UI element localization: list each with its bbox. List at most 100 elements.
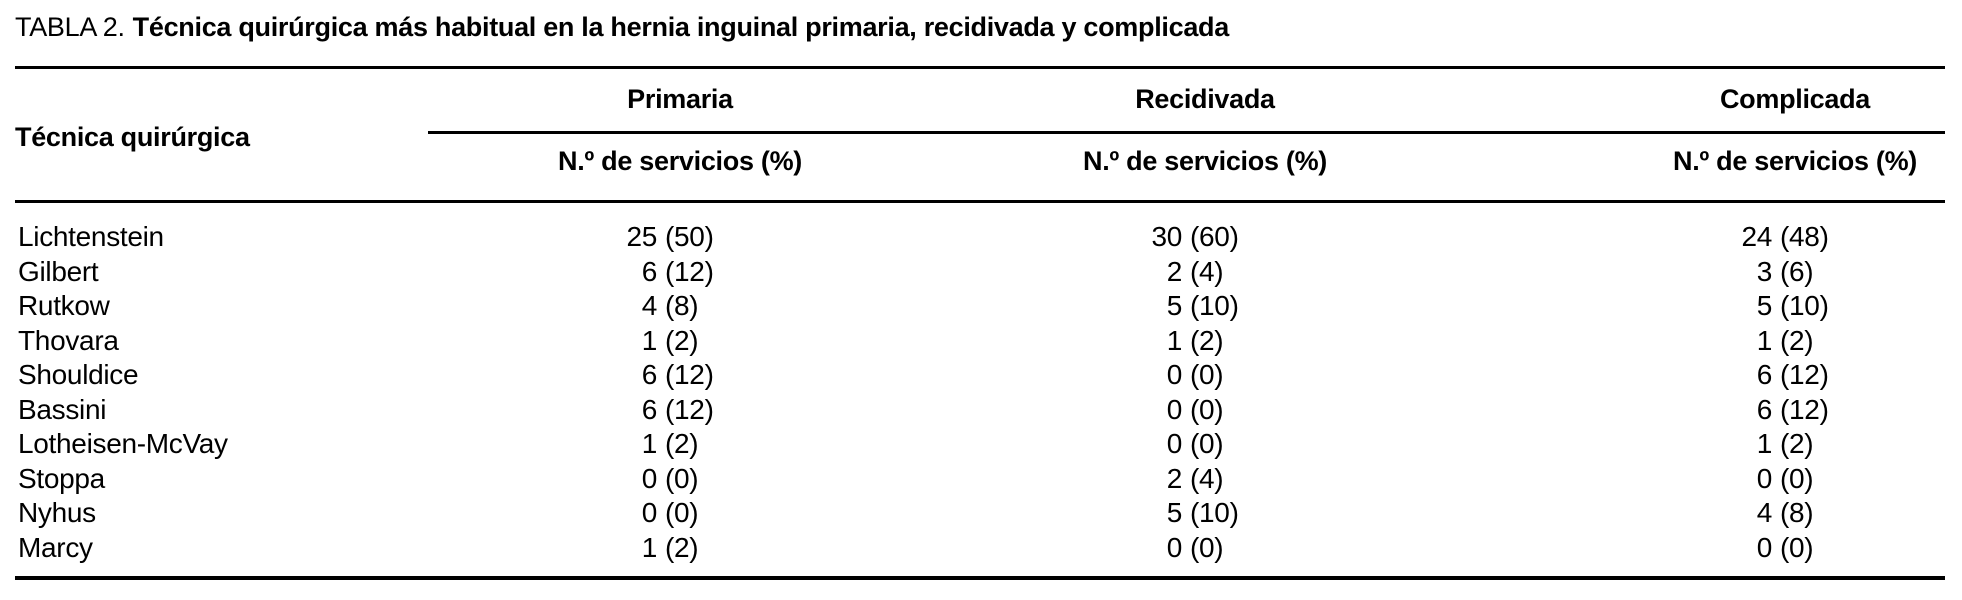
bottom-horizontal-rule (15, 576, 1945, 580)
complicada-value: 24 (48) (1645, 220, 1945, 255)
technique-name: Bassini (18, 393, 107, 425)
technique-name: Rutkow (18, 290, 110, 321)
percent-value: (10) (1190, 497, 1239, 528)
table-row: Nyhus 0 (0) 5 (10) 4 (8) (0, 496, 1962, 531)
count-value: 1 (1756, 324, 1773, 356)
table-row: Lichtenstein 25 (50) 30 (60) 24 (48) (0, 220, 1962, 255)
count-value: 0 (1756, 462, 1773, 494)
count-value: 1 (641, 324, 658, 356)
count-value: 6 (641, 359, 658, 390)
complicada-value: 0 (0) (1645, 531, 1945, 566)
table-row: Stoppa 0 (0) 2 (4) 0 (0) (0, 462, 1962, 497)
table-row: Marcy 1 (2) 0 (0) 0 (0) (0, 531, 1962, 566)
table-row: Bassini 6 (12) 0 (0) 6 (12) (0, 393, 1962, 428)
percent-value: (12) (665, 359, 714, 390)
table-caption: TABLA 2. Técnica quirúrgica más habitual … (15, 12, 1229, 43)
percent-value: (0) (1190, 531, 1224, 563)
primaria-value: 0 (0) (420, 496, 940, 531)
technique-name: Stoppa (18, 462, 105, 494)
table-row: Shouldice 6 (12) 0 (0) 6 (12) (0, 358, 1962, 393)
technique-name: Shouldice (18, 359, 139, 390)
recidivada-value: 0 (0) (945, 531, 1465, 566)
count-value: 6 (641, 393, 658, 425)
percent-value: (48) (1780, 221, 1829, 252)
subheader-recidivada-servicios: N.º de servicios (%) (1083, 146, 1327, 176)
column-group-primaria: Primaria (627, 84, 733, 114)
count-value: 4 (641, 290, 658, 321)
subheader-primaria-servicios: N.º de servicios (%) (558, 146, 802, 176)
count-value: 24 (1741, 221, 1772, 252)
primaria-value: 6 (12) (420, 358, 940, 393)
recidivada-value: 2 (4) (945, 462, 1465, 497)
table-row: Thovara 1 (2) 1 (2) 1 (2) (0, 324, 1962, 359)
count-value: 5 (1756, 290, 1773, 321)
percent-value: (12) (665, 255, 714, 287)
count-value: 1 (1756, 428, 1773, 459)
percent-value: (0) (1780, 462, 1814, 494)
primaria-value: 1 (2) (420, 427, 940, 462)
percent-value: (0) (665, 462, 699, 494)
percent-value: (2) (665, 428, 699, 459)
count-value: 5 (1166, 290, 1183, 321)
table-row: Rutkow 4 (8) 5 (10) 5 (10) (0, 289, 1962, 324)
complicada-value: 0 (0) (1645, 462, 1945, 497)
primaria-value: 25 (50) (420, 220, 940, 255)
primaria-value: 1 (2) (420, 531, 940, 566)
technique-name: Nyhus (18, 497, 96, 528)
technique-name: Lotheisen-McVay (18, 428, 228, 459)
count-value: 0 (641, 497, 658, 528)
count-value: 2 (1166, 462, 1183, 494)
complicada-value: 4 (8) (1645, 496, 1945, 531)
primaria-value: 1 (2) (420, 324, 940, 359)
count-value: 30 (1151, 221, 1182, 252)
percent-value: (4) (1190, 462, 1224, 494)
technique-name: Thovara (18, 324, 119, 356)
count-value: 4 (1756, 497, 1773, 528)
header-body-divider-rule (15, 200, 1945, 203)
complicada-value: 5 (10) (1645, 289, 1945, 324)
count-value: 6 (1756, 359, 1773, 390)
percent-value: (4) (1190, 255, 1224, 287)
count-value: 1 (641, 428, 658, 459)
percent-value: (12) (1780, 359, 1829, 390)
top-horizontal-rule (15, 66, 1945, 69)
table-row: Gilbert 6 (12) 2 (4) 3 (6) (0, 255, 1962, 290)
count-value: 25 (626, 221, 657, 252)
primaria-value: 0 (0) (420, 462, 940, 497)
table-caption-label: TABLA 2. (15, 12, 125, 42)
table-row: Lotheisen-McVay 1 (2) 0 (0) 1 (2) (0, 427, 1962, 462)
count-value: 0 (1166, 531, 1183, 563)
table-caption-text: Técnica quirúrgica más habitual en la he… (132, 12, 1230, 42)
percent-value: (0) (1190, 393, 1224, 425)
complicada-value: 1 (2) (1645, 427, 1945, 462)
percent-value: (50) (665, 221, 714, 252)
percent-value: (8) (1780, 497, 1814, 528)
count-value: 6 (641, 255, 658, 287)
primaria-value: 6 (12) (420, 393, 940, 428)
column-group-recidivada: Recidivada (1135, 84, 1275, 114)
percent-value: (0) (1780, 531, 1814, 563)
percent-value: (10) (1190, 290, 1239, 321)
count-value: 3 (1756, 255, 1773, 287)
count-value: 0 (1166, 428, 1183, 459)
percent-value: (60) (1190, 221, 1239, 252)
count-value: 1 (1166, 324, 1183, 356)
recidivada-value: 5 (10) (945, 496, 1465, 531)
percent-value: (8) (665, 290, 699, 321)
count-value: 5 (1166, 497, 1183, 528)
primaria-value: 6 (12) (420, 255, 940, 290)
technique-name: Lichtenstein (18, 221, 164, 252)
count-value: 6 (1756, 393, 1773, 425)
count-value: 0 (1166, 359, 1183, 390)
technique-name: Gilbert (18, 255, 99, 287)
table-body: Lichtenstein 25 (50) 30 (60) 24 (48) Gilber… (0, 220, 1962, 565)
percent-value: (2) (665, 531, 699, 563)
percent-value: (0) (1190, 428, 1224, 459)
count-value: 0 (1756, 531, 1773, 563)
count-value: 1 (641, 531, 658, 563)
percent-value: (2) (665, 324, 699, 356)
recidivada-value: 5 (10) (945, 289, 1465, 324)
count-value: 0 (641, 462, 658, 494)
recidivada-value: 30 (60) (945, 220, 1465, 255)
